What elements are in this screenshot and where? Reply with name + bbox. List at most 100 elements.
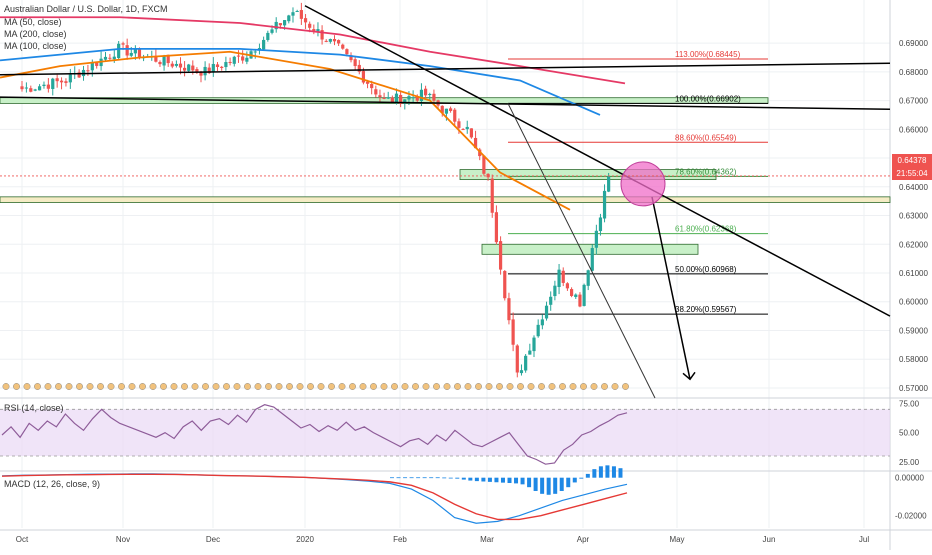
candle-body: [524, 355, 528, 371]
candle-body: [55, 78, 59, 82]
event-marker: [475, 383, 482, 390]
rsi-axis-tick: 75.00: [899, 400, 920, 409]
event-marker: [296, 383, 304, 390]
candle-body: [411, 97, 415, 99]
event-marker: [548, 383, 556, 390]
projection-arrowhead: [682, 371, 696, 381]
candle-body: [511, 319, 515, 345]
event-marker: [265, 383, 272, 390]
time-axis-tick: May: [669, 535, 684, 544]
macd-histogram-bar: [572, 477, 577, 483]
candle-body: [536, 324, 540, 337]
rsi-layer: [0, 404, 890, 465]
rsi-legend[interactable]: RSI (14, close): [4, 403, 64, 413]
macd-histogram-bar: [611, 466, 616, 478]
macd-histogram-bar: [553, 477, 558, 494]
event-marker: [55, 383, 62, 390]
ma200-legend[interactable]: MA (200, close): [4, 29, 67, 39]
candle-body: [428, 93, 432, 95]
macd-histogram-bar: [546, 477, 551, 495]
candle-body: [187, 64, 191, 71]
macd-histogram-bar: [618, 468, 623, 478]
event-marker: [223, 383, 230, 390]
macd-signal-line: [1, 473, 628, 521]
candle-body: [195, 69, 199, 72]
candle-body: [453, 109, 457, 122]
candle-body: [64, 81, 68, 83]
candle-body: [337, 40, 341, 44]
fib-level-label-0: 113.00%(0.68445): [675, 50, 741, 59]
event-marker: [454, 383, 461, 390]
macd-histogram-bar: [585, 473, 590, 478]
candle-body: [274, 21, 278, 30]
candle-body: [29, 88, 33, 92]
event-marker: [349, 383, 356, 390]
candle-body: [594, 230, 598, 248]
fib-level-label-2: 88.60%(0.65549): [675, 133, 737, 142]
event-marker: [254, 383, 262, 390]
macd-histogram-bar: [468, 477, 473, 481]
candle-body: [507, 298, 511, 321]
macd-histogram-bar: [520, 477, 525, 485]
event-marker: [2, 383, 10, 390]
candle-body: [42, 84, 46, 86]
event-marker: [443, 383, 451, 390]
event-marker: [34, 383, 41, 390]
candle-body: [262, 39, 266, 50]
candle-body: [569, 289, 574, 296]
time-axis-tick: Mar: [480, 535, 494, 544]
candle-body: [498, 241, 503, 270]
ma50-line: [0, 50, 571, 211]
trendline-horizontal: [0, 96, 891, 110]
macd-histogram-bar: [527, 477, 532, 488]
candle-body: [236, 55, 241, 57]
projection-arrow: [651, 196, 691, 380]
candle-body: [112, 56, 116, 60]
candle-body: [432, 93, 436, 101]
candle-body: [303, 18, 308, 23]
candle-body: [207, 67, 211, 74]
candle-body: [374, 89, 378, 95]
event-marker: [13, 383, 20, 390]
macd-legend[interactable]: MACD (12, 26, close, 9): [4, 479, 101, 489]
price-axis-tick: 0.63000: [899, 212, 928, 221]
time-axis-tick: Feb: [393, 535, 407, 544]
moving-average-layer: [0, 16, 626, 211]
macd-histogram-bar: [422, 477, 427, 479]
candle-body: [424, 88, 428, 96]
candle-body: [328, 38, 332, 42]
candle-body: [77, 72, 81, 78]
candle-body: [473, 137, 478, 149]
candle-body: [299, 10, 303, 19]
candle-body: [403, 99, 407, 104]
event-marker: [485, 383, 493, 390]
event-marker: [317, 383, 325, 390]
event-marker: [128, 383, 136, 390]
candle-body: [166, 54, 170, 64]
candle-body: [557, 269, 561, 287]
symbol-title[interactable]: Australian Dollar / U.S. Dollar, 1D, FXC…: [4, 4, 168, 14]
candle-body: [215, 64, 220, 68]
candle-body: [519, 370, 524, 374]
ma100-line: [0, 47, 601, 116]
price-axis-tick: 0.61000: [899, 269, 928, 278]
event-marker: [370, 383, 377, 390]
macd-histogram-bar: [403, 477, 408, 479]
candle-body: [382, 97, 386, 99]
candle-body: [365, 81, 370, 84]
candle-body: [419, 89, 424, 102]
macd-histogram-bar: [416, 477, 421, 479]
candle-body: [95, 62, 99, 66]
candle-body: [278, 23, 283, 26]
macd-histogram-bar: [494, 477, 499, 483]
ma100-legend[interactable]: MA (100, close): [4, 41, 67, 51]
ma50-legend[interactable]: MA (50, close): [4, 17, 62, 27]
candle-body: [349, 55, 353, 61]
candle-body: [544, 305, 549, 319]
candle-body: [125, 45, 129, 56]
price-axis-tick: 0.59000: [899, 326, 928, 335]
events-layer: [2, 383, 629, 390]
candle-body: [448, 108, 453, 111]
